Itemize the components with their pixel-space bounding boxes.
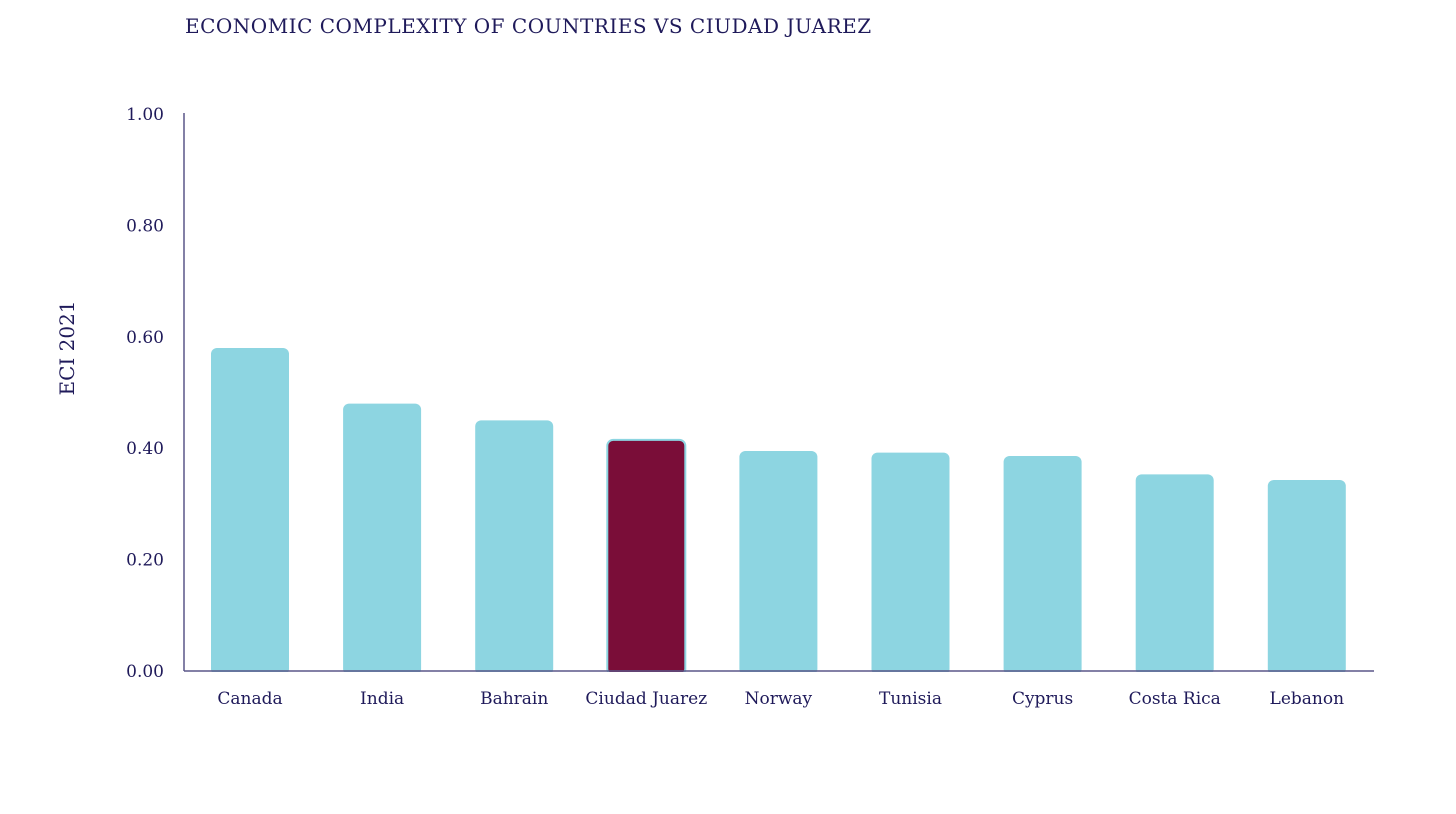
bars-group xyxy=(185,347,1375,678)
y-tick-label: 0.00 xyxy=(126,662,164,682)
y-axis-ticks: 0.00 0.20 0.40 0.60 0.80 1.00 xyxy=(126,105,164,682)
bar-ciudad-juarez xyxy=(606,438,687,676)
x-tick-label: Norway xyxy=(745,689,813,709)
x-tick-label: India xyxy=(360,689,404,709)
bar-norway xyxy=(739,450,818,675)
bar-tunisia xyxy=(871,452,950,675)
x-tick-label: Canada xyxy=(217,689,282,709)
x-tick-label: Costa Rica xyxy=(1129,689,1221,709)
x-tick-label: Tunisia xyxy=(879,689,942,709)
y-tick-label: 0.40 xyxy=(126,439,164,459)
bar-india xyxy=(343,403,422,675)
y-tick-label: 0.80 xyxy=(126,216,164,236)
x-tick-label: Lebanon xyxy=(1270,689,1345,709)
bar-bahrain xyxy=(475,420,554,675)
y-tick-label: 0.20 xyxy=(126,551,164,571)
bar-lebanon xyxy=(1267,479,1346,675)
y-tick-label: 0.60 xyxy=(126,328,164,348)
x-tick-label: Bahrain xyxy=(480,689,548,709)
y-axis-label: ECI 2021 xyxy=(55,300,79,395)
x-tick-label: Ciudad Juarez xyxy=(585,689,707,709)
x-axis-labels: Canada India Bahrain Ciudad Juarez Norway Tun… xyxy=(217,689,1344,709)
baseline-mask xyxy=(185,672,1375,678)
bar-costa-rica xyxy=(1135,474,1214,675)
bar-canada xyxy=(211,347,289,675)
x-tick-label: Cyprus xyxy=(1012,689,1073,709)
bar-cyprus xyxy=(1003,455,1082,675)
chart-title: ECONOMIC COMPLEXITY OF COUNTRIES VS CIUD… xyxy=(185,14,872,38)
y-tick-label: 1.00 xyxy=(126,105,164,125)
